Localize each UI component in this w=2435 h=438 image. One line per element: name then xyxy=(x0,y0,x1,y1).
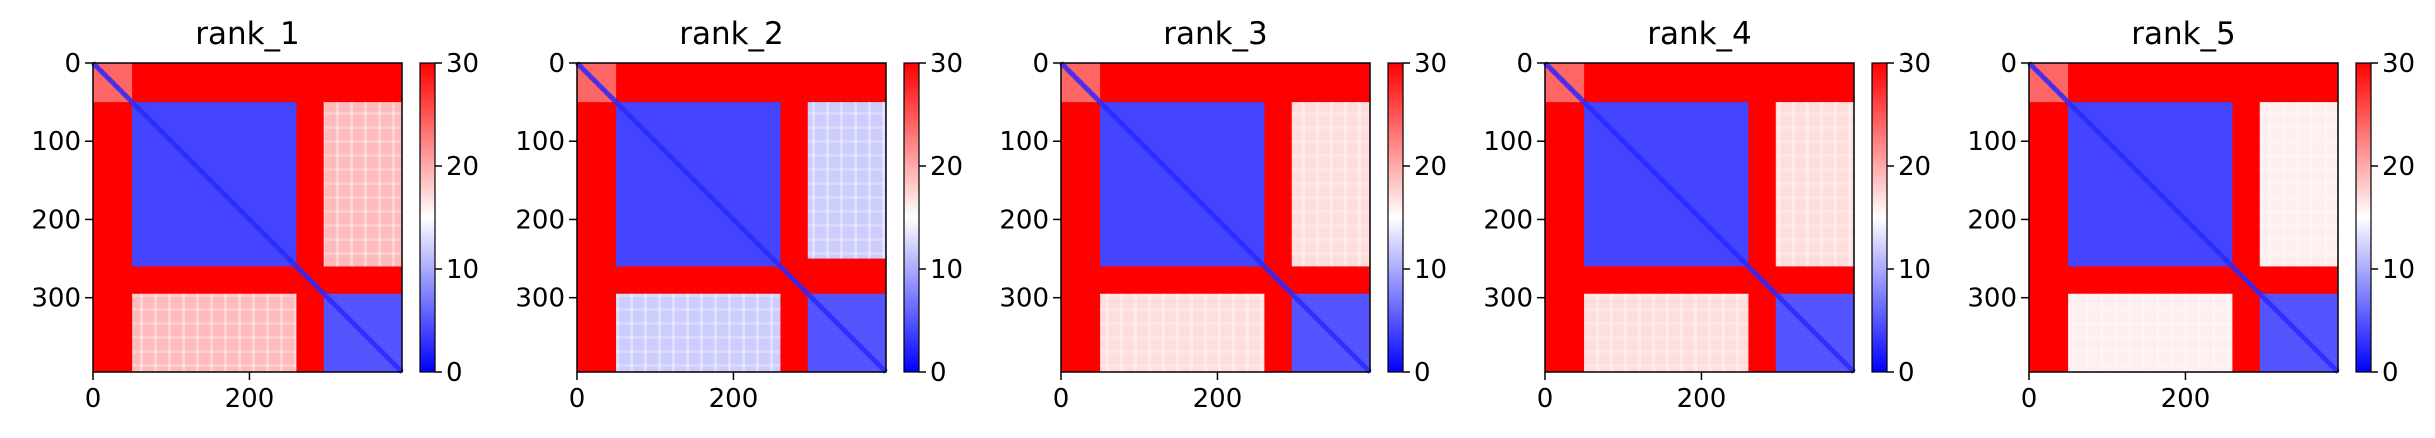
panel-title: rank_4 xyxy=(1647,16,1752,52)
colorbar-tick-label: 30 xyxy=(446,49,479,79)
colorbar xyxy=(1387,62,1404,373)
x-tick-label: 200 xyxy=(1677,384,1727,414)
colorbar-tick-label: 10 xyxy=(2382,255,2415,285)
colorbar-tick-label: 10 xyxy=(930,255,963,285)
colorbar-tick-label: 30 xyxy=(1898,49,1931,79)
y-tick-label: 200 xyxy=(31,205,81,235)
y-tick-label: 0 xyxy=(64,49,81,79)
colorbar-tick-label: 0 xyxy=(1898,358,1915,388)
y-tick-label: 300 xyxy=(999,284,1049,314)
y-tick-label: 0 xyxy=(2000,49,2017,79)
x-tick-label: 0 xyxy=(85,384,102,414)
heatmap-frame xyxy=(576,62,887,373)
y-tick-label: 200 xyxy=(999,205,1049,235)
colorbar-tick-label: 20 xyxy=(1414,152,1447,182)
heatmap-diagonal xyxy=(2027,61,2340,374)
colorbar xyxy=(903,62,920,373)
heatmap-block-texture-2 xyxy=(807,102,886,259)
panel-rank_5: rank_5 0 100 200 300 0 200 0 10 20 30 xyxy=(1967,16,2415,414)
heatmap-frame xyxy=(2028,62,2339,373)
heatmap-block-texture-2 xyxy=(323,102,402,267)
heatmap-block-texture-3 xyxy=(132,293,297,372)
y-tick-label: 200 xyxy=(515,205,565,235)
colorbar-tick-label: 20 xyxy=(1898,152,1931,182)
x-tick-label: 0 xyxy=(569,384,586,414)
colorbar-tick-label: 30 xyxy=(2382,49,2415,79)
heatmap-block-texture-2 xyxy=(2259,102,2338,267)
x-tick-label: 200 xyxy=(709,384,759,414)
heatmap-block-texture-3 xyxy=(616,293,781,372)
colorbar-tick-label: 0 xyxy=(2382,358,2399,388)
y-tick-label: 100 xyxy=(999,127,1049,157)
y-tick-label: 300 xyxy=(31,284,81,314)
colorbar xyxy=(419,62,436,373)
heatmap-diagonal xyxy=(91,61,404,374)
y-tick-label: 300 xyxy=(515,284,565,314)
panel-title: rank_2 xyxy=(679,16,784,52)
colorbar-tick-label: 10 xyxy=(446,255,479,285)
panel-rank_1: rank_1 0 100 200 300 0 200 0 10 20 30 xyxy=(31,16,479,414)
colorbar-tick-label: 10 xyxy=(1898,255,1931,285)
heatmap-block-texture-2 xyxy=(1775,102,1854,267)
panel-title: rank_5 xyxy=(2131,16,2236,52)
x-tick-label: 200 xyxy=(1193,384,1243,414)
y-tick-label: 100 xyxy=(1483,127,1533,157)
panel-rank_2: rank_2 0 100 200 300 0 200 0 10 20 30 xyxy=(515,16,963,414)
colorbar-tick-label: 20 xyxy=(446,152,479,182)
colorbar-tick-label: 0 xyxy=(930,358,947,388)
colorbar-tick-label: 20 xyxy=(930,152,963,182)
y-tick-label: 100 xyxy=(515,127,565,157)
heatmap-diagonal xyxy=(575,61,888,374)
colorbar-tick-label: 30 xyxy=(1414,49,1447,79)
x-tick-label: 200 xyxy=(225,384,275,414)
heatmap-block-texture-3 xyxy=(2068,293,2233,372)
heatmap-diagonal xyxy=(1543,61,1856,374)
colorbar-tick-label: 0 xyxy=(446,358,463,388)
x-tick-label: 0 xyxy=(1537,384,1554,414)
panel-rank_4: rank_4 0 100 200 300 0 200 0 10 20 30 xyxy=(1483,16,1931,414)
heatmap-frame xyxy=(1544,62,1855,373)
y-tick-label: 0 xyxy=(1516,49,1533,79)
colorbar xyxy=(2355,62,2372,373)
y-tick-label: 100 xyxy=(31,127,81,157)
panel-title: rank_1 xyxy=(195,16,300,52)
heatmap-frame xyxy=(92,62,403,373)
colorbar-tick-label: 0 xyxy=(1414,358,1431,388)
colorbar xyxy=(1871,62,1888,373)
heatmap-block-texture-3 xyxy=(1100,293,1265,372)
colorbar-tick-label: 10 xyxy=(1414,255,1447,285)
y-tick-label: 300 xyxy=(1967,284,2017,314)
y-tick-label: 100 xyxy=(1967,127,2017,157)
y-tick-label: 200 xyxy=(1483,205,1533,235)
heatmap-diagonal xyxy=(1059,61,1372,374)
y-tick-label: 200 xyxy=(1967,205,2017,235)
x-tick-label: 200 xyxy=(2161,384,2211,414)
y-tick-label: 0 xyxy=(1032,49,1049,79)
panel-rank_3: rank_3 0 100 200 300 0 200 0 10 20 30 xyxy=(999,16,1447,414)
panel-title: rank_3 xyxy=(1163,16,1268,52)
heatmap-block-texture-2 xyxy=(1291,102,1370,267)
x-tick-label: 0 xyxy=(2021,384,2038,414)
x-tick-label: 0 xyxy=(1053,384,1070,414)
y-tick-label: 0 xyxy=(548,49,565,79)
colorbar-tick-label: 30 xyxy=(930,49,963,79)
y-tick-label: 300 xyxy=(1483,284,1533,314)
heatmap-frame xyxy=(1060,62,1371,373)
colorbar-tick-label: 20 xyxy=(2382,152,2415,182)
heatmap-block-texture-3 xyxy=(1584,293,1749,372)
